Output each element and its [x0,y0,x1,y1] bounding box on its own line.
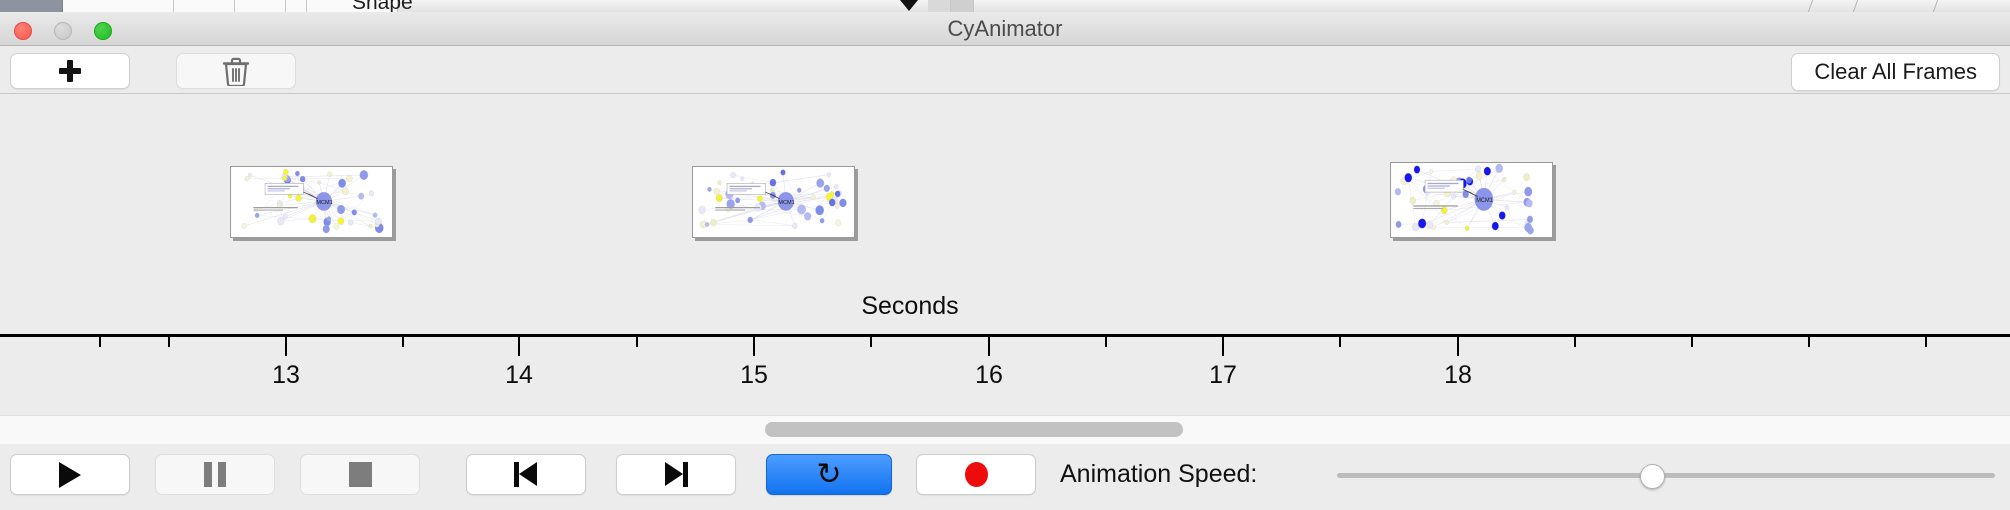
axis-major-tick [518,337,520,356]
axis-minor-tick [1105,337,1107,347]
loop-icon: ↻ [816,456,842,492]
axis-minor-tick [1339,337,1341,347]
play-button[interactable] [10,454,130,495]
skip-forward-button[interactable] [616,454,736,495]
background-divider [1852,0,1875,12]
axis-minor-tick [168,337,170,347]
skip-back-button[interactable] [466,454,586,495]
trash-icon [222,57,250,86]
background-tab [307,0,398,12]
background-tab [928,0,951,12]
background-tab [235,0,286,12]
svg-text:MCM1: MCM1 [1476,198,1492,204]
background-tab [951,0,974,12]
stop-button[interactable] [300,454,420,495]
axis-tick-label: 17 [1209,361,1237,389]
skip-back-icon [514,462,538,487]
timeline-scrollbar-thumb[interactable] [765,422,1183,437]
toolbar: Clear All Frames [0,46,2010,94]
axis-major-tick [988,337,990,356]
timeline-frame-thumbnail[interactable]: MCM1 [230,166,393,238]
axis-minor-tick [99,337,101,347]
clear-all-frames-button[interactable]: Clear All Frames [1791,53,2000,91]
background-tab-active [0,0,63,12]
add-frame-button[interactable] [10,53,130,89]
delete-frame-button[interactable] [176,53,296,89]
animation-speed-slider[interactable] [1337,473,1995,478]
axis-minor-tick [1574,337,1576,347]
axis-major-tick [753,337,755,356]
svg-text:MCM1: MCM1 [778,200,794,206]
background-window-label: Shape [352,0,413,13]
svg-text:MCM1: MCM1 [316,200,332,206]
axis-minor-tick [1808,337,1810,347]
close-button[interactable] [14,22,32,40]
plus-icon [59,60,81,82]
axis-tick-label: 14 [505,361,533,389]
loop-button[interactable]: ↻ [766,454,892,495]
axis-tick-label: 18 [1444,361,1472,389]
pause-button[interactable] [155,454,275,495]
axis-major-tick [1457,337,1459,356]
background-divider [1932,0,1955,12]
playback-control-bar: ↻ Animation Speed: [0,444,2010,510]
timeline-scrollbar[interactable] [0,415,2010,445]
background-divider [1807,0,1830,12]
skip-forward-icon [664,462,688,487]
timeline-frame-thumbnail[interactable]: MCM1 [1390,162,1553,238]
animation-speed-label: Animation Speed: [1060,460,1258,488]
axis-minor-tick [1691,337,1693,347]
axis-tick-label: 13 [272,361,300,389]
record-icon [964,462,988,487]
axis-minor-tick [1925,337,1927,347]
axis-minor-tick [870,337,872,347]
timeline-frame-thumbnail[interactable]: MCM1 [692,166,855,238]
window-title: CyAnimator [947,16,1063,41]
title-bar[interactable]: CyAnimator [0,12,2010,46]
axis-tick-label: 16 [975,361,1003,389]
axis-minor-tick [402,337,404,347]
record-button[interactable] [916,454,1036,495]
axis-line [0,334,2010,337]
background-marker-icon [900,0,918,11]
stop-icon [348,462,372,487]
minimize-button[interactable] [54,22,72,40]
axis-major-tick [1222,337,1224,356]
axis-title: Seconds [861,292,959,320]
background-tab [63,0,174,12]
background-tab [286,0,307,12]
axis-minor-tick [636,337,638,347]
background-tab [174,0,235,12]
animation-speed-slider-thumb[interactable] [1640,464,1665,489]
play-icon [59,461,81,488]
pause-icon [204,462,226,487]
axis-tick-label: 15 [740,361,768,389]
axis-major-tick [285,337,287,356]
maximize-button[interactable] [94,22,112,40]
